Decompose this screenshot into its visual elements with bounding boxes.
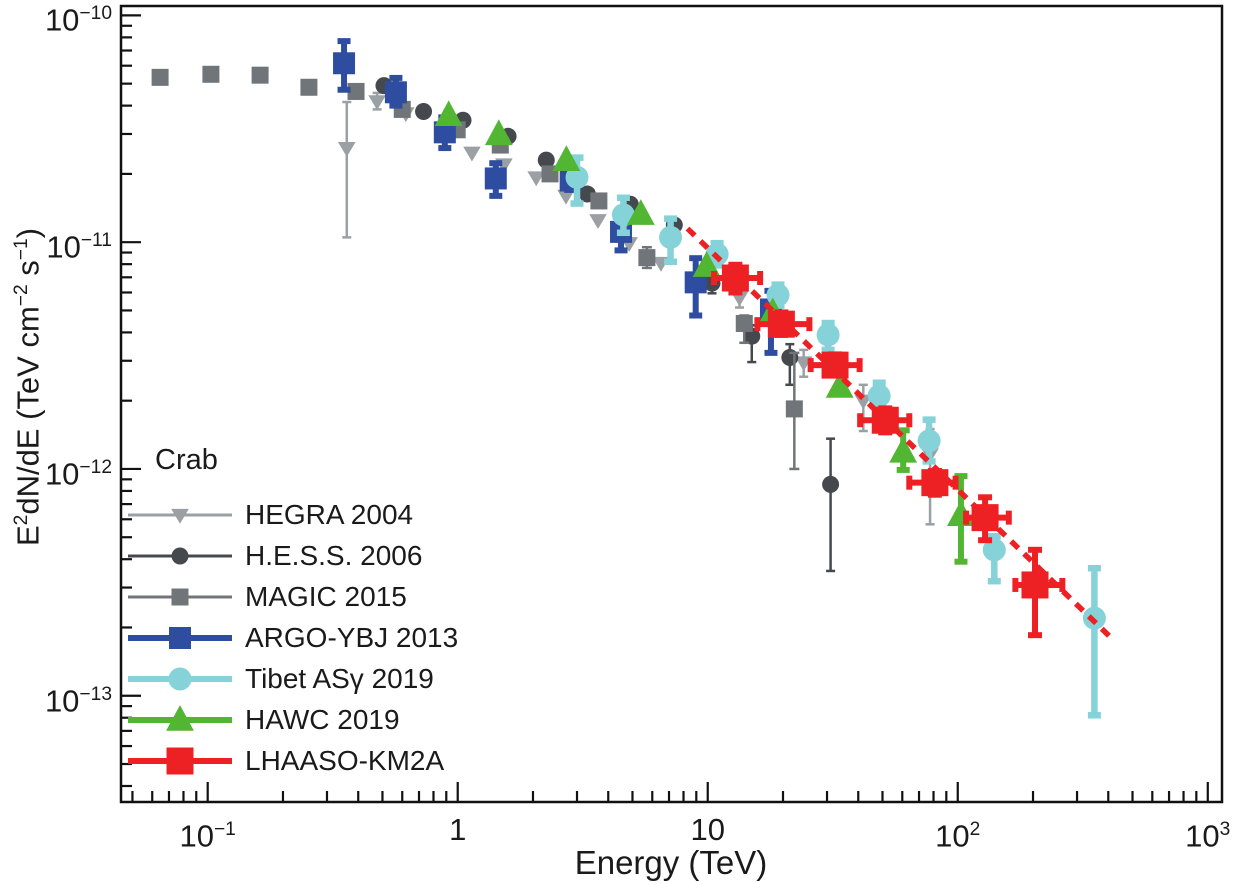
data-point	[171, 588, 189, 605]
data-point	[434, 100, 463, 126]
plot-annotation-crab: Crab	[155, 444, 218, 476]
data-point	[169, 626, 191, 649]
data-point	[867, 384, 891, 408]
fit-line	[685, 226, 1116, 643]
data-point	[415, 102, 433, 120]
data-point	[333, 52, 356, 75]
data-point	[871, 406, 899, 434]
data-point	[300, 78, 318, 96]
data-point	[463, 146, 481, 162]
plot-frame	[119, 4, 1224, 804]
series-h-e-s-s-2006	[375, 77, 840, 573]
legend-item-magic: MAGIC 2015	[128, 576, 458, 617]
x-tick-label: 10	[690, 812, 725, 847]
data-point	[171, 508, 189, 524]
legend-item-tibet: Tibet ASγ 2019	[128, 658, 458, 699]
x-tick-label: 103	[1185, 818, 1231, 854]
data-point	[552, 145, 581, 171]
data-point	[611, 203, 635, 227]
legend-marker-tibet	[128, 667, 232, 690]
legend-marker-lhaaso	[128, 747, 232, 774]
data-point	[917, 429, 941, 453]
data-point	[821, 351, 849, 379]
series-hegra-2004	[337, 91, 939, 526]
data-point	[484, 119, 513, 146]
y-tick-label: 10−10	[44, 2, 112, 38]
data-point	[484, 167, 507, 190]
legend-label: HEGRA 2004	[245, 498, 414, 530]
data-point	[692, 251, 721, 277]
data-point	[557, 189, 575, 205]
data-point	[659, 225, 683, 249]
series-lhaaso-km2a	[711, 261, 1066, 639]
data-point	[947, 500, 975, 527]
data-point	[151, 68, 169, 86]
series-argo-ybj-2013	[333, 38, 782, 356]
data-point	[337, 141, 356, 157]
legend-item-argo: ARGO-YBJ 2013	[128, 617, 458, 658]
legend-item-hawc: HAWC 2019	[128, 699, 458, 740]
legend-marker-hawc	[128, 704, 232, 731]
data-point	[171, 547, 189, 564]
legend-label: HAWC 2019	[245, 703, 400, 735]
data-point	[384, 81, 407, 104]
data-point	[433, 121, 456, 144]
legend-marker-argo	[128, 626, 232, 649]
series-hawc-2019	[434, 100, 975, 565]
data-point	[816, 323, 840, 347]
data-point	[971, 504, 999, 532]
y-tick-label: 10−12	[44, 456, 112, 492]
data-point	[889, 436, 918, 463]
data-point	[565, 165, 589, 189]
x-tick-label: 102	[935, 818, 981, 854]
x-tick-label: 10−1	[179, 818, 236, 854]
series-tibet-as-2019	[565, 154, 1106, 719]
data-point	[735, 314, 753, 332]
data-point	[854, 394, 873, 410]
legend: HEGRA 2004 H.E.S.S. 2006 MAGIC 2015 ARGO…	[128, 494, 458, 781]
data-point	[684, 271, 707, 294]
data-point	[202, 65, 220, 83]
legend-label: MAGIC 2015	[245, 580, 407, 612]
data-point	[785, 400, 803, 418]
data-point	[767, 310, 795, 338]
data-point	[825, 372, 854, 398]
y-tick-label: 10−11	[46, 229, 112, 265]
data-point	[781, 349, 799, 367]
data-point	[166, 747, 194, 774]
legend-label: Tibet ASγ 2019	[245, 662, 434, 694]
data-point	[368, 95, 386, 111]
data-point	[166, 704, 194, 731]
data-point	[347, 82, 365, 100]
data-point	[168, 667, 192, 690]
legend-item-hegra: HEGRA 2004	[128, 494, 458, 535]
x-tick-label: 1	[449, 812, 467, 847]
data-point	[982, 538, 1006, 562]
legend-label: LHAASO-KM2A	[245, 744, 445, 776]
data-point	[626, 199, 655, 225]
data-point	[1021, 571, 1049, 599]
legend-marker-magic	[128, 588, 232, 605]
data-point	[527, 171, 545, 187]
legend-marker-hegra	[128, 508, 232, 524]
x-axis-title: Energy (TeV)	[574, 844, 768, 881]
data-point	[721, 264, 749, 292]
data-point	[590, 192, 608, 210]
y-tick-label: 10−13	[44, 683, 112, 719]
data-point	[251, 66, 269, 84]
legend-item-lhaaso: LHAASO-KM2A	[128, 740, 458, 781]
data-point	[921, 469, 949, 497]
legend-marker-hess	[128, 547, 232, 564]
legend-label: H.E.S.S. 2006	[245, 539, 423, 571]
data-point	[638, 249, 656, 267]
legend-item-hess: H.E.S.S. 2006	[128, 535, 458, 576]
data-point	[537, 151, 555, 169]
legend-label: ARGO-YBJ 2013	[245, 621, 459, 653]
data-point	[589, 214, 607, 229]
data-point	[822, 475, 840, 493]
